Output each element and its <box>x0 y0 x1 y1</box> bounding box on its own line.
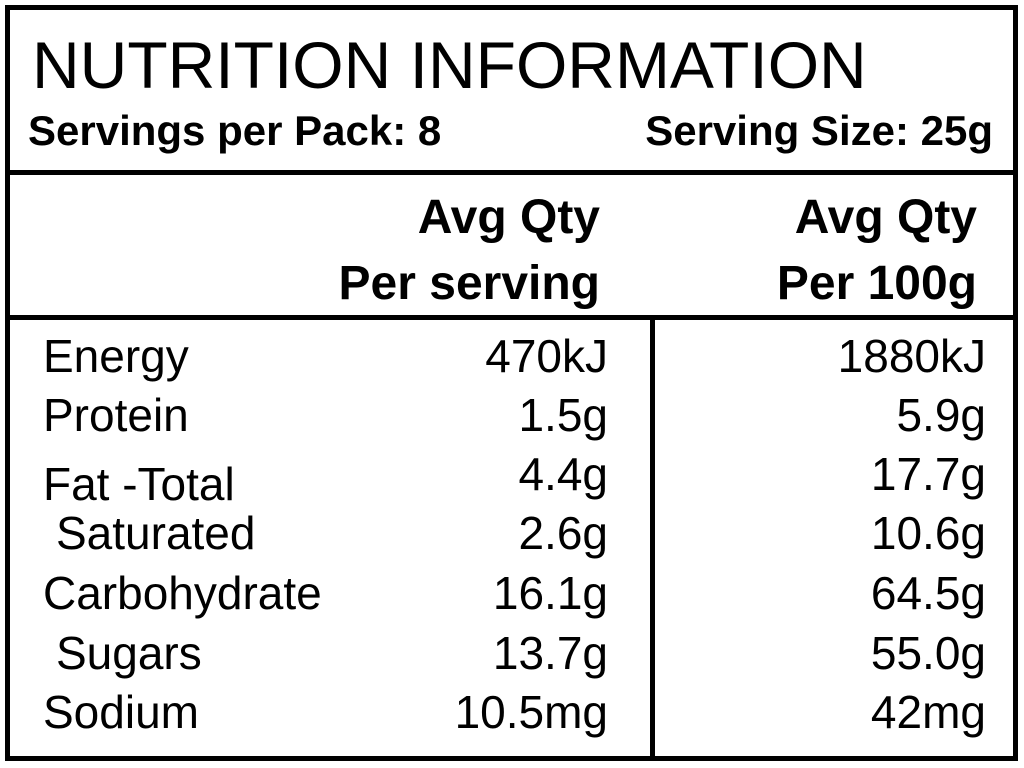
nutrition-panel: NUTRITION INFORMATION Servings per Pack:… <box>5 5 1018 761</box>
col-per-100g-line1: Avg Qty <box>794 191 977 244</box>
saturated-per-100g: 10.6g <box>870 507 986 559</box>
sugars-per-100g: 55.0g <box>870 627 986 679</box>
energy-per-100g: 1880kJ <box>837 330 986 382</box>
col-per-serving-line1: Avg Qty <box>417 191 600 244</box>
saturated-per-serving: 2.6g <box>518 507 608 559</box>
carbohydrate-per-100g: 64.5g <box>870 567 986 619</box>
row-label-sodium: Sodium <box>43 686 199 738</box>
col-per-100g-line2: Per 100g <box>776 257 977 310</box>
energy-per-serving: 470kJ <box>485 330 608 382</box>
carbohydrate-per-serving: 16.1g <box>492 567 608 619</box>
row-label-carbohydrate: Carbohydrate <box>43 567 322 619</box>
panel-title: NUTRITION INFORMATION <box>32 28 867 102</box>
protein-per-100g: 5.9g <box>896 389 986 441</box>
fat-total-per-serving: 4.4g <box>518 448 608 500</box>
sodium-per-serving: 10.5mg <box>454 686 608 738</box>
header-divider <box>10 170 1013 175</box>
row-label-saturated: Saturated <box>56 507 256 559</box>
row-label-energy: Energy <box>43 330 189 382</box>
col-per-serving-line2: Per serving <box>338 257 600 310</box>
row-label-protein: Protein <box>43 389 189 441</box>
column-header-divider <box>10 315 1013 320</box>
protein-per-serving: 1.5g <box>518 389 608 441</box>
serving-size: Serving Size: 25g <box>645 107 993 154</box>
fat-total-per-100g: 17.7g <box>870 448 986 500</box>
sugars-per-serving: 13.7g <box>492 627 608 679</box>
row-label-sugars: Sugars <box>56 627 202 679</box>
row-label-fat-total: Fat -Total <box>43 458 235 510</box>
column-divider <box>650 320 655 756</box>
servings-per-pack: Servings per Pack: 8 <box>28 107 442 154</box>
sodium-per-100g: 42mg <box>870 686 986 738</box>
